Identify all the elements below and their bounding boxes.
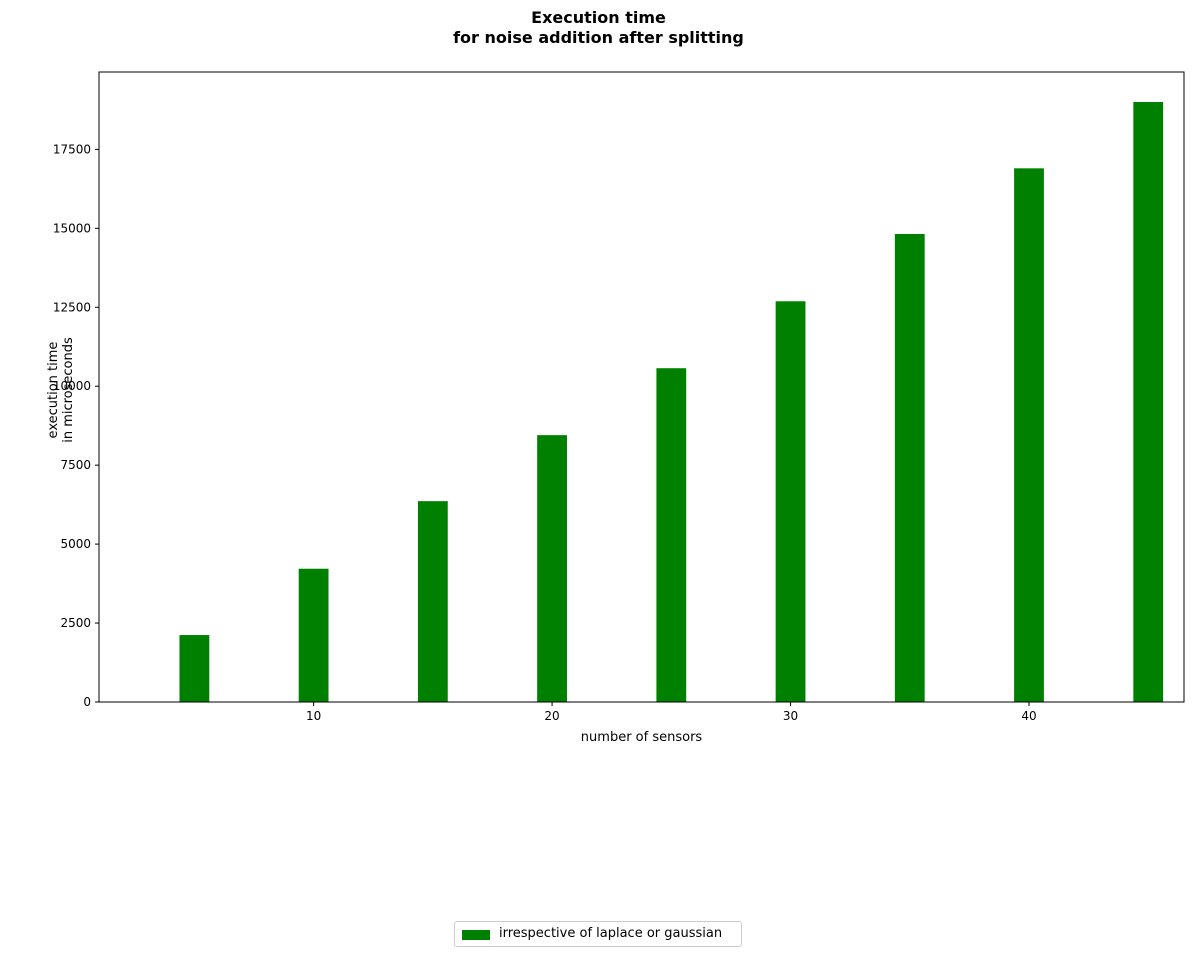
x-tick-label-20: 20 — [544, 709, 559, 723]
y-tick-label-17500: 17500 — [53, 142, 91, 156]
y-tick-label-12500: 12500 — [53, 300, 91, 314]
bar-10 — [298, 568, 329, 702]
y-tick-label-2500: 2500 — [60, 616, 91, 630]
x-tick-label-40: 40 — [1021, 709, 1036, 723]
chart-title-line-2: for noise addition after splitting — [453, 28, 744, 47]
bar-40 — [1014, 168, 1044, 702]
y-axis-label-line-1: execution time — [45, 341, 61, 439]
legend: irrespective of laplace or gaussian — [454, 921, 742, 947]
legend-label: irrespective of laplace or gaussian — [499, 926, 723, 941]
y-tick-label-7500: 7500 — [60, 458, 91, 472]
bar-45 — [1133, 102, 1164, 702]
bar-5 — [179, 635, 210, 702]
plot-frame — [98, 71, 1185, 703]
y-axis-label-line-2: in microseconds — [60, 337, 76, 443]
bar-30 — [775, 301, 806, 702]
bar-25 — [656, 368, 687, 702]
legend-swatch — [462, 930, 490, 940]
chart-title: Execution time for noise addition after … — [0, 8, 1197, 48]
y-tick-label-10000: 10000 — [53, 379, 91, 393]
y-tick-label-0: 0 — [83, 695, 91, 709]
y-tick-label-15000: 15000 — [53, 221, 91, 235]
bar-20 — [537, 435, 567, 702]
y-axis-label: execution time in microseconds — [46, 337, 76, 443]
chart-title-line-1: Execution time — [531, 8, 666, 27]
x-axis-label: number of sensors — [580, 730, 703, 745]
y-tick-label-5000: 5000 — [60, 537, 91, 551]
x-tick-label-30: 30 — [783, 709, 798, 723]
bar-35 — [894, 234, 925, 702]
bar-15 — [417, 501, 448, 702]
x-tick-label-10: 10 — [306, 709, 321, 723]
